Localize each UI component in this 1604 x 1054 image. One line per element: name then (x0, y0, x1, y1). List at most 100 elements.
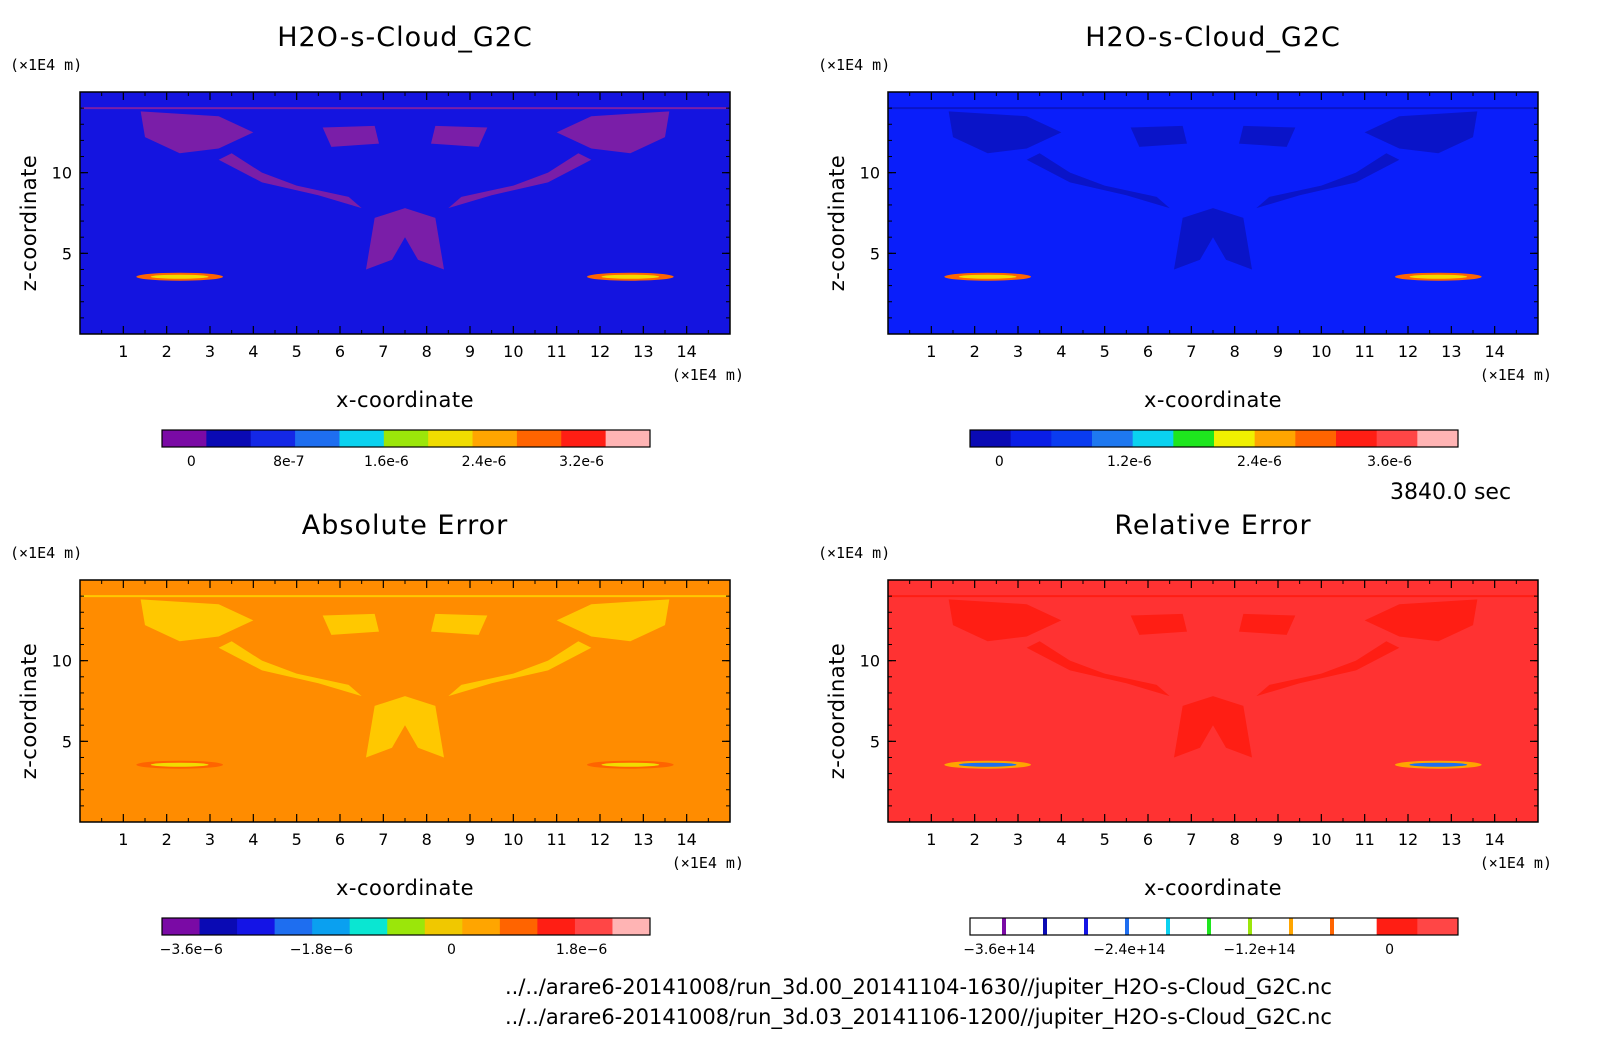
colorbar-swatch (1010, 918, 1052, 935)
colorbar-swatch (312, 918, 351, 935)
colorbar-marker (1248, 918, 1252, 935)
colorbar-marker (1207, 918, 1211, 935)
cloud-region (1364, 599, 1478, 642)
colorbar-swatch (1417, 918, 1459, 935)
colorbar-swatch (1336, 430, 1378, 447)
y-tick-label: 5 (62, 732, 72, 751)
low-level-core (601, 762, 660, 767)
colorbar-marker (1125, 918, 1129, 935)
colorbar-label: −2.4e+14 (1093, 942, 1165, 958)
cloud-region (1174, 696, 1252, 758)
x-tick-label: 11 (1354, 830, 1374, 849)
x-tick-label: 7 (1186, 342, 1196, 361)
low-level-core (958, 274, 1017, 279)
colorbar-swatch (274, 918, 313, 935)
colorbar-label: 3.6e-6 (1367, 454, 1412, 470)
colorbar-swatch (1417, 430, 1459, 447)
cloud-region (322, 613, 379, 635)
x-tick-label: 9 (1273, 830, 1283, 849)
time-label: 3840.0 sec (1390, 480, 1512, 505)
colorbar-swatch (295, 430, 340, 447)
x-tick-label: 14 (1484, 342, 1504, 361)
cloud-region (448, 153, 592, 209)
x-tick-label: 11 (546, 342, 566, 361)
cloud-region (218, 641, 362, 697)
y-tick-label: 10 (860, 652, 880, 671)
cloud-region (1026, 641, 1170, 697)
colorbar-marker (1002, 918, 1006, 935)
x-tick-label: 13 (1441, 342, 1461, 361)
low-level-core (601, 274, 660, 279)
panel-1: H2O-s-Cloud_G2C(×1E4 m)1 2 3 4 5 6 7 8 9 10 11 12 13… (10, 22, 744, 470)
panel-title: Relative Error (1114, 510, 1311, 541)
colorbar-swatch (1214, 430, 1256, 447)
x-axis-label: x-coordinate (1144, 876, 1282, 900)
colorbar-swatch (1092, 430, 1134, 447)
colorbar-label: −3.6e−6 (160, 942, 223, 958)
colorbar: 0 8e-7 1.6e-6 2.4e-6 3.2e-6 (161, 429, 651, 470)
colorbar-swatch (970, 430, 1012, 447)
colorbar-label: 3.2e-6 (559, 454, 604, 470)
cloud-region (366, 696, 444, 758)
cloud-region (322, 125, 379, 147)
x-tick-label: 3 (205, 830, 215, 849)
colorbar-swatch (970, 918, 1012, 935)
y-axis-label: z-coordinate (17, 155, 41, 292)
panel-2: H2O-s-Cloud_G2C(×1E4 m)1 2 3 4 5 6 7 8 9 10 11 12 13… (818, 22, 1552, 470)
cloud-field (82, 107, 728, 281)
cloud-field (82, 595, 728, 769)
x-tick-label: 1 (118, 342, 128, 361)
colorbar-marker (1084, 918, 1088, 935)
y-axis-label: z-coordinate (825, 643, 849, 780)
y-axis-label: z-coordinate (17, 643, 41, 780)
colorbar-label: 0 (447, 942, 456, 958)
colorbar-swatch (1132, 430, 1174, 447)
cloud-region (556, 599, 670, 642)
cloud-region (1364, 111, 1478, 154)
x-tick-label: 4 (1056, 830, 1066, 849)
y-tick-label: 5 (870, 732, 880, 751)
y-unit-label: (×1E4 m) (818, 544, 890, 562)
colorbar-marker (1289, 918, 1293, 935)
x-tick-label: 10 (503, 830, 523, 849)
cloud-field (890, 595, 1536, 769)
x-tick-label: 10 (503, 342, 523, 361)
panel-4: Relative Error(×1E4 m)1 2 3 4 5 6 7 8 9 10 11 12 13 1… (818, 510, 1552, 958)
low-level-core (1409, 274, 1468, 279)
cloud-region (1130, 125, 1187, 147)
cloud-region (948, 599, 1062, 642)
x-tick-label: 3 (205, 342, 215, 361)
x-tick-label: 2 (970, 342, 980, 361)
colorbar-label: 1.2e-6 (1107, 454, 1152, 470)
x-tick-label: 12 (1398, 342, 1418, 361)
colorbar-marker (1043, 918, 1047, 935)
colorbar-swatch (1254, 918, 1296, 935)
colorbar-label: 0 (1385, 942, 1394, 958)
colorbar-label: 8e-7 (273, 454, 304, 470)
x-unit-label: (×1E4 m) (672, 366, 744, 384)
cloud-region (431, 125, 488, 147)
x-tick-label: 14 (1484, 830, 1504, 849)
colorbar-swatch (383, 430, 429, 447)
x-tick-label: 8 (1230, 342, 1240, 361)
colorbar-swatch (1376, 918, 1418, 935)
x-tick-label: 13 (1441, 830, 1461, 849)
x-tick-label: 13 (633, 342, 653, 361)
colorbar-swatch (574, 918, 613, 935)
colorbar-frame (161, 917, 651, 936)
y-tick-label: 5 (62, 244, 72, 263)
colorbar-swatch (424, 918, 463, 935)
panel-title: Absolute Error (302, 510, 508, 541)
x-tick-label: 2 (970, 830, 980, 849)
colorbar-swatch (162, 430, 207, 447)
x-tick-label: 7 (1186, 830, 1196, 849)
colorbar-swatch (1254, 430, 1296, 447)
low-level-core (958, 762, 1017, 767)
cloud-region (1026, 153, 1170, 209)
colorbar-swatch (199, 918, 238, 935)
colorbar-frame (969, 917, 1459, 936)
cloud-region (140, 111, 254, 154)
y-tick-label: 10 (860, 164, 880, 183)
colorbar-swatch (516, 430, 562, 447)
x-tick-label: 14 (676, 342, 696, 361)
